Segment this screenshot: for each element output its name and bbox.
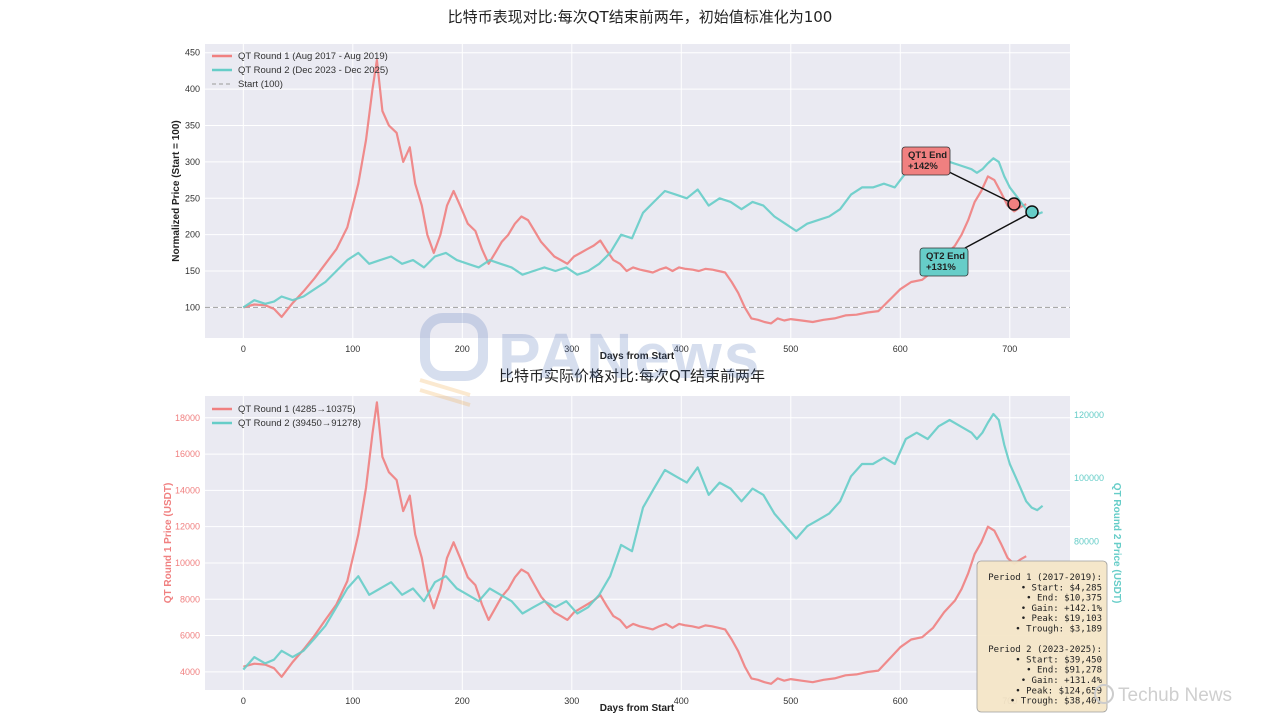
top-y-tick-label: 250	[185, 193, 200, 203]
top-x-tick-label: 100	[345, 344, 360, 354]
stats-box-line: • Peak: $19,103	[1021, 614, 1102, 624]
top-y-tick-label: 450	[185, 48, 200, 58]
stats-box-line: Period 1 (2017-2019):	[988, 573, 1102, 583]
stats-box-background	[976, 560, 1108, 713]
bottom-y-tick-label: 6000	[180, 631, 200, 641]
bottom-right-y-tick-label: 100000	[1074, 473, 1104, 483]
bottom-legend-qt2-label: QT Round 2 (39450→91278)	[238, 418, 361, 429]
top-qt2-line	[242, 157, 1044, 309]
bottom-x-tick-label: 400	[674, 696, 689, 706]
bottom-grid	[205, 396, 1070, 690]
top-legend-start-label: Start (100)	[238, 79, 283, 90]
top-y-tick-label: 350	[185, 121, 200, 131]
top-x-axis-label: Days from Start	[600, 351, 675, 362]
qt2-end-annotation: QT2 End +131%	[919, 205, 1039, 277]
stats-box-line: • End: $91,278	[1026, 666, 1102, 676]
bottom-y-tick-label: 4000	[180, 667, 200, 677]
top-x-tick-label: 300	[564, 344, 579, 354]
bottom-x-tick-label: 500	[783, 696, 798, 706]
top-x-tick-label: 500	[783, 344, 798, 354]
top-chart-title: 比特币表现对比:每次QT结束前两年，初始值标准化为100	[448, 8, 833, 26]
qt1-end-label-line2: +142%	[908, 161, 938, 172]
qt2-end-pointer	[964, 211, 1033, 249]
bottom-qt2-line	[242, 412, 1044, 671]
bottom-plot-area	[205, 396, 1070, 690]
top-y-tick-label: 100	[185, 302, 200, 312]
bottom-right-y-tick-label: 80000	[1074, 536, 1099, 546]
bottom-x-tick-label: 0	[241, 696, 246, 706]
qt2-end-label-line1: QT2 End	[926, 251, 965, 262]
top-y-axis-label: Normalized Price (Start = 100)	[171, 120, 182, 261]
stats-box: Period 1 (2017-2019): • Start: $4,285 • En…	[976, 560, 1108, 713]
top-legend-qt2-label: QT Round 2 (Dec 2023 - Dec 2025)	[238, 65, 388, 76]
bottom-y-tick-label: 14000	[175, 485, 200, 495]
stats-box-line: Period 2 (2023-2025):	[988, 645, 1102, 655]
stats-box-line: • Gain: +131.4%	[1021, 676, 1103, 686]
top-x-tick-label: 0	[241, 344, 246, 354]
bottom-y-tick-label: 18000	[175, 413, 200, 423]
bottom-x-tick-label: 100	[345, 696, 360, 706]
bottom-y-tick-label: 10000	[175, 558, 200, 568]
bottom-qt1-line	[243, 401, 1027, 685]
bottom-series	[242, 401, 1044, 685]
qt1-end-pointer	[944, 169, 1015, 205]
bottom-legend-qt1-label: QT Round 1 (4285→10375)	[238, 404, 356, 415]
stats-box-line: • Trough: $38,401	[1010, 697, 1102, 707]
panews-logo-stripe-2	[419, 388, 471, 407]
qt2-end-marker	[1025, 205, 1039, 219]
top-legend-qt1-label: QT Round 1 (Aug 2017 - Aug 2019)	[238, 51, 388, 62]
panews-logo-stripe-1	[419, 378, 471, 397]
stats-box-line: • Peak: $124,659	[1015, 686, 1102, 696]
top-x-tick-label: 200	[455, 344, 470, 354]
panews-logo-mark	[420, 313, 488, 381]
bottom-legend: QT Round 1 (4285→10375) QT Round 2 (3945…	[212, 404, 361, 429]
top-series	[205, 58, 1070, 325]
top-y-tick-label: 200	[185, 230, 200, 240]
bottom-y-tick-label: 16000	[175, 449, 200, 459]
top-plot-area	[205, 44, 1070, 338]
top-x-tick-label: 600	[893, 344, 908, 354]
bottom-x-tick-label: 200	[455, 696, 470, 706]
qt1-end-box	[901, 146, 951, 176]
stats-box-text: Period 1 (2017-2019): • Start: $4,285 • En…	[988, 573, 1102, 707]
top-y-tick-label: 400	[185, 84, 200, 94]
bottom-right-y-axis-label: QT Round 2 Price (USDT)	[1111, 483, 1122, 604]
qt1-end-annotation: QT1 End +142%	[901, 146, 1021, 211]
qt2-end-box	[919, 247, 969, 277]
techub-watermark: Techub News	[1094, 684, 1232, 706]
bottom-left-y-axis-label: QT Round 1 Price (USDT)	[163, 483, 174, 604]
bottom-x-axis-label: Days from Start	[600, 703, 675, 714]
stats-box-line: • Trough: $3,189	[1015, 625, 1102, 635]
panews-wordmark: PANews	[498, 320, 761, 392]
top-x-tick-label: 400	[674, 344, 689, 354]
qt1-end-marker	[1007, 197, 1021, 211]
techub-logo-icon	[1094, 684, 1114, 704]
top-qt1-line	[243, 58, 1027, 325]
qt1-end-label: QT1 End +142%	[908, 150, 947, 172]
bottom-x-tick-label: 600	[893, 696, 908, 706]
qt2-end-label-line2: +131%	[926, 262, 956, 273]
stats-box-line: • Start: $39,450	[1015, 655, 1102, 665]
top-legend: QT Round 1 (Aug 2017 - Aug 2019) QT Roun…	[212, 51, 388, 90]
stats-box-line: • End: $10,375	[1026, 594, 1102, 604]
bottom-chart-title: 比特币实际价格对比:每次QT结束前两年	[499, 367, 765, 385]
qt2-end-label: QT2 End +131%	[926, 251, 965, 273]
top-x-tick-label: 700	[1002, 344, 1017, 354]
top-y-tick-label: 150	[185, 266, 200, 276]
qt1-end-label-line1: QT1 End	[908, 150, 947, 161]
stats-box-line: • Gain: +142.1%	[1021, 604, 1103, 614]
techub-wordmark: Techub News	[1118, 685, 1232, 706]
top-y-tick-label: 300	[185, 157, 200, 167]
stats-box-line	[1097, 635, 1102, 645]
bottom-x-tick-label: 300	[564, 696, 579, 706]
stats-box-line: • Start: $4,285	[1021, 583, 1102, 593]
bottom-y-tick-label: 12000	[175, 522, 200, 532]
panews-watermark: PANews	[419, 313, 761, 407]
bottom-y-tick-label: 8000	[180, 594, 200, 604]
bottom-right-y-tick-label: 120000	[1074, 410, 1104, 420]
top-ticks: 0 100 200 300 400 500 600 700 100 150 200 250 300 350…	[185, 48, 1017, 354]
